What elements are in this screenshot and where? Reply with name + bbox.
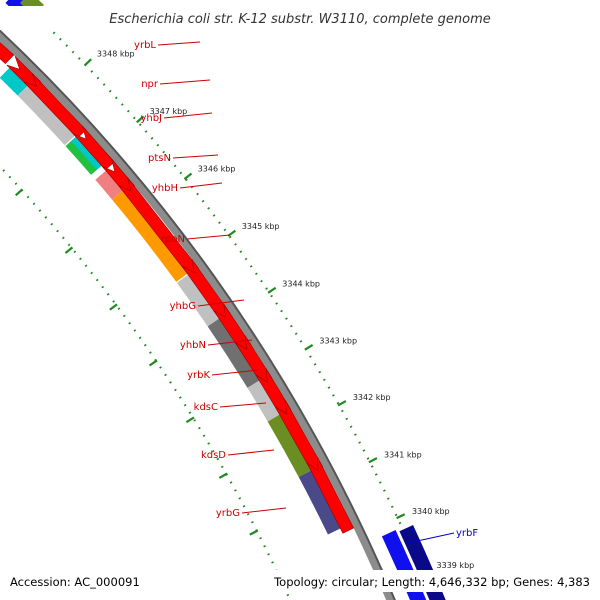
major-tick xyxy=(368,457,378,464)
cds-arrow xyxy=(306,457,355,534)
cog-block xyxy=(112,190,189,282)
gene-label: yrbK xyxy=(187,370,210,381)
cog-block xyxy=(176,274,221,327)
label-leader xyxy=(227,449,275,456)
label-leader xyxy=(172,154,219,159)
label-leaders xyxy=(157,41,455,544)
inner-tick xyxy=(14,188,24,197)
label-leader xyxy=(241,507,287,514)
label-leader xyxy=(157,41,201,46)
cog-block xyxy=(247,380,281,422)
major-tick xyxy=(183,172,193,180)
gene-label: kdsC xyxy=(194,402,218,413)
gene-label: yrbG xyxy=(216,508,240,519)
scale-label: 3341 kbp xyxy=(384,450,422,459)
label-leader xyxy=(186,234,231,240)
inner-tick xyxy=(64,246,74,254)
label-leader xyxy=(219,402,267,408)
cds-arrow xyxy=(0,42,15,65)
label-leader xyxy=(197,299,245,307)
major-tick xyxy=(136,115,145,124)
scale-label: 3340 kbp xyxy=(412,507,450,516)
scale-label: 3339 kbp xyxy=(437,561,475,570)
scale-label: 3343 kbp xyxy=(319,337,357,346)
gene-label: ptsN xyxy=(148,153,171,164)
gene-label: npr xyxy=(141,79,159,90)
label-leader xyxy=(211,369,259,376)
scale-label: 3346 kbp xyxy=(198,164,236,173)
cog-block xyxy=(207,318,261,388)
gene-label: yrbF xyxy=(456,528,478,539)
gene-label: kdsD xyxy=(201,450,226,461)
inner-tick xyxy=(148,359,158,367)
label-leader xyxy=(179,182,223,189)
label-leader xyxy=(163,112,213,119)
inner-tick xyxy=(218,472,228,479)
label-leader xyxy=(407,532,455,544)
gene-label: yhbG xyxy=(170,301,196,312)
scale-label: 3342 kbp xyxy=(353,393,391,402)
gene-label: yhbN xyxy=(180,340,206,351)
cog-block xyxy=(267,414,312,478)
major-tick xyxy=(337,400,347,407)
gene-label: yrbL xyxy=(134,40,156,51)
inner-tick xyxy=(249,529,259,536)
cog-block xyxy=(0,67,29,96)
gene-label: rpoN xyxy=(161,234,185,245)
scale-label: 3345 kbp xyxy=(242,222,280,231)
gene-label: yhbJ xyxy=(140,113,162,124)
map-title: Escherichia coli str. K-12 substr. W3110… xyxy=(109,12,490,27)
cog-block xyxy=(298,470,342,535)
major-tick xyxy=(267,286,277,294)
scale-label: 3344 kbp xyxy=(282,279,320,288)
cds-arrows xyxy=(0,42,355,534)
gene-label: yhbH xyxy=(152,183,178,194)
accession-label: Accession: AC_000091 xyxy=(10,575,140,589)
tick-marks xyxy=(0,0,435,600)
topology-label: Topology: circular; Length: 4,646,332 bp… xyxy=(273,575,590,589)
cog-block xyxy=(71,136,103,170)
inner-tick xyxy=(109,303,118,311)
inner-tick xyxy=(185,416,195,424)
scale-label: 3348 kbp xyxy=(97,50,135,59)
major-tick xyxy=(304,343,314,351)
label-leader xyxy=(207,339,253,346)
cog-block xyxy=(17,85,76,146)
title-background xyxy=(0,6,600,30)
label-leader xyxy=(159,79,211,85)
major-tick xyxy=(396,513,406,520)
scale-label: 3347 kbp xyxy=(150,107,188,116)
labels: 3348 kbp 3347 kbp 3346 kbp 3345 kbp 3344 kbp… xyxy=(97,40,478,570)
footer-background xyxy=(0,570,600,592)
major-tick xyxy=(83,58,92,67)
cog-block xyxy=(95,170,124,200)
